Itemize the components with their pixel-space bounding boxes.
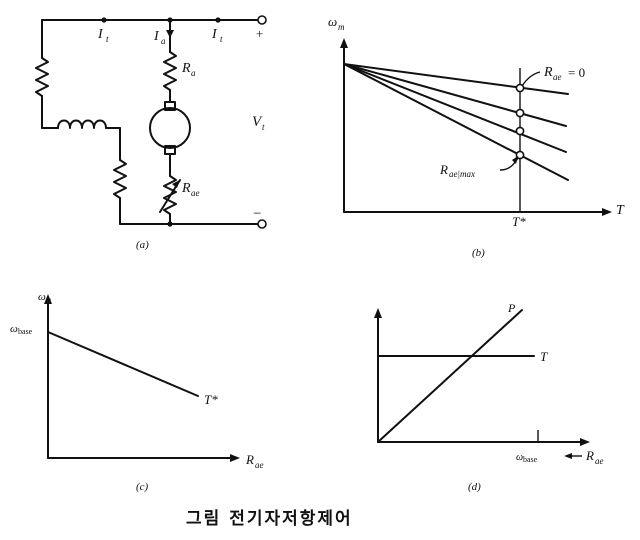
ia-label: I (153, 29, 160, 44)
figure-caption: 그림 전기자저항제어 (186, 508, 353, 529)
b-y-axis-sub: m (338, 22, 345, 32)
d-x-tick-sub: base (523, 455, 538, 464)
line-t-star (47, 331, 199, 397)
d-x-tick-label: ω (516, 452, 523, 463)
d-x-axis-sub: ae (595, 456, 604, 466)
line-power (377, 309, 523, 443)
rae-max-label: R (439, 162, 448, 177)
line-rae-max (343, 63, 569, 181)
caption-b: (b) (472, 247, 485, 259)
ra-label: R (181, 61, 191, 76)
shunt-field-resistor (35, 57, 49, 97)
caption-a: (a) (136, 239, 149, 251)
c-y-tick-label: ω (10, 323, 18, 335)
caption-c: (c) (136, 481, 149, 493)
it-right-label: I (211, 27, 218, 42)
vt-label: V (252, 114, 263, 130)
rae-zero-eq: = 0 (568, 65, 585, 80)
circuit-diagram: I t I a I t + − R a V t R ae (a) (35, 15, 267, 251)
line-rae-3 (343, 63, 567, 153)
it-right-sub: t (220, 34, 223, 44)
c-y-axis-label: ω (38, 291, 46, 303)
b-t-star-label: T* (512, 214, 526, 229)
c-line-label: T* (204, 392, 218, 407)
rae-label: R (181, 181, 191, 196)
speed-resistance-plot: ω m ω base T* R ae (c) (10, 291, 264, 493)
rae-zero-sub: ae (553, 72, 562, 82)
plus-label: + (256, 26, 263, 41)
d-x-axis-label: R (585, 448, 594, 463)
series-field-coil (57, 119, 107, 129)
power-torque-plot: P T ω base R ae (d) (374, 301, 604, 493)
it-left-sub: t (106, 34, 109, 44)
ia-sub: a (161, 36, 166, 46)
line-rae-2 (343, 63, 567, 127)
speed-torque-plot: ω m T T* R ae = 0 R ae|max (b) (328, 14, 625, 259)
d-p-label: P (507, 301, 516, 315)
caption-d: (d) (468, 481, 481, 493)
rae-zero-label: R (543, 65, 553, 80)
armature-motor-circle (149, 107, 191, 149)
positive-terminal (257, 15, 267, 25)
field-rheostat-resistor (113, 159, 127, 199)
armature-resistor-ra (163, 51, 177, 91)
c-y-tick-sub: base (18, 327, 33, 336)
minus-label: − (253, 206, 261, 222)
c-x-axis-label: R (245, 452, 254, 467)
ia-arrow (166, 30, 174, 38)
line-rae-zero (343, 63, 569, 95)
b-x-axis-label: T (616, 203, 625, 218)
vt-sub: t (262, 122, 265, 132)
b-y-axis-label: ω (328, 14, 337, 29)
rae-max-sub: ae|max (449, 169, 475, 179)
it-left-label: I (97, 27, 104, 42)
ra-sub: a (191, 68, 196, 78)
c-x-axis-sub: ae (255, 460, 264, 470)
d-t-label: T (540, 349, 548, 364)
rae-sub: ae (191, 188, 200, 198)
c-y-axis-sub: m (46, 296, 51, 304)
negative-terminal (257, 219, 267, 229)
